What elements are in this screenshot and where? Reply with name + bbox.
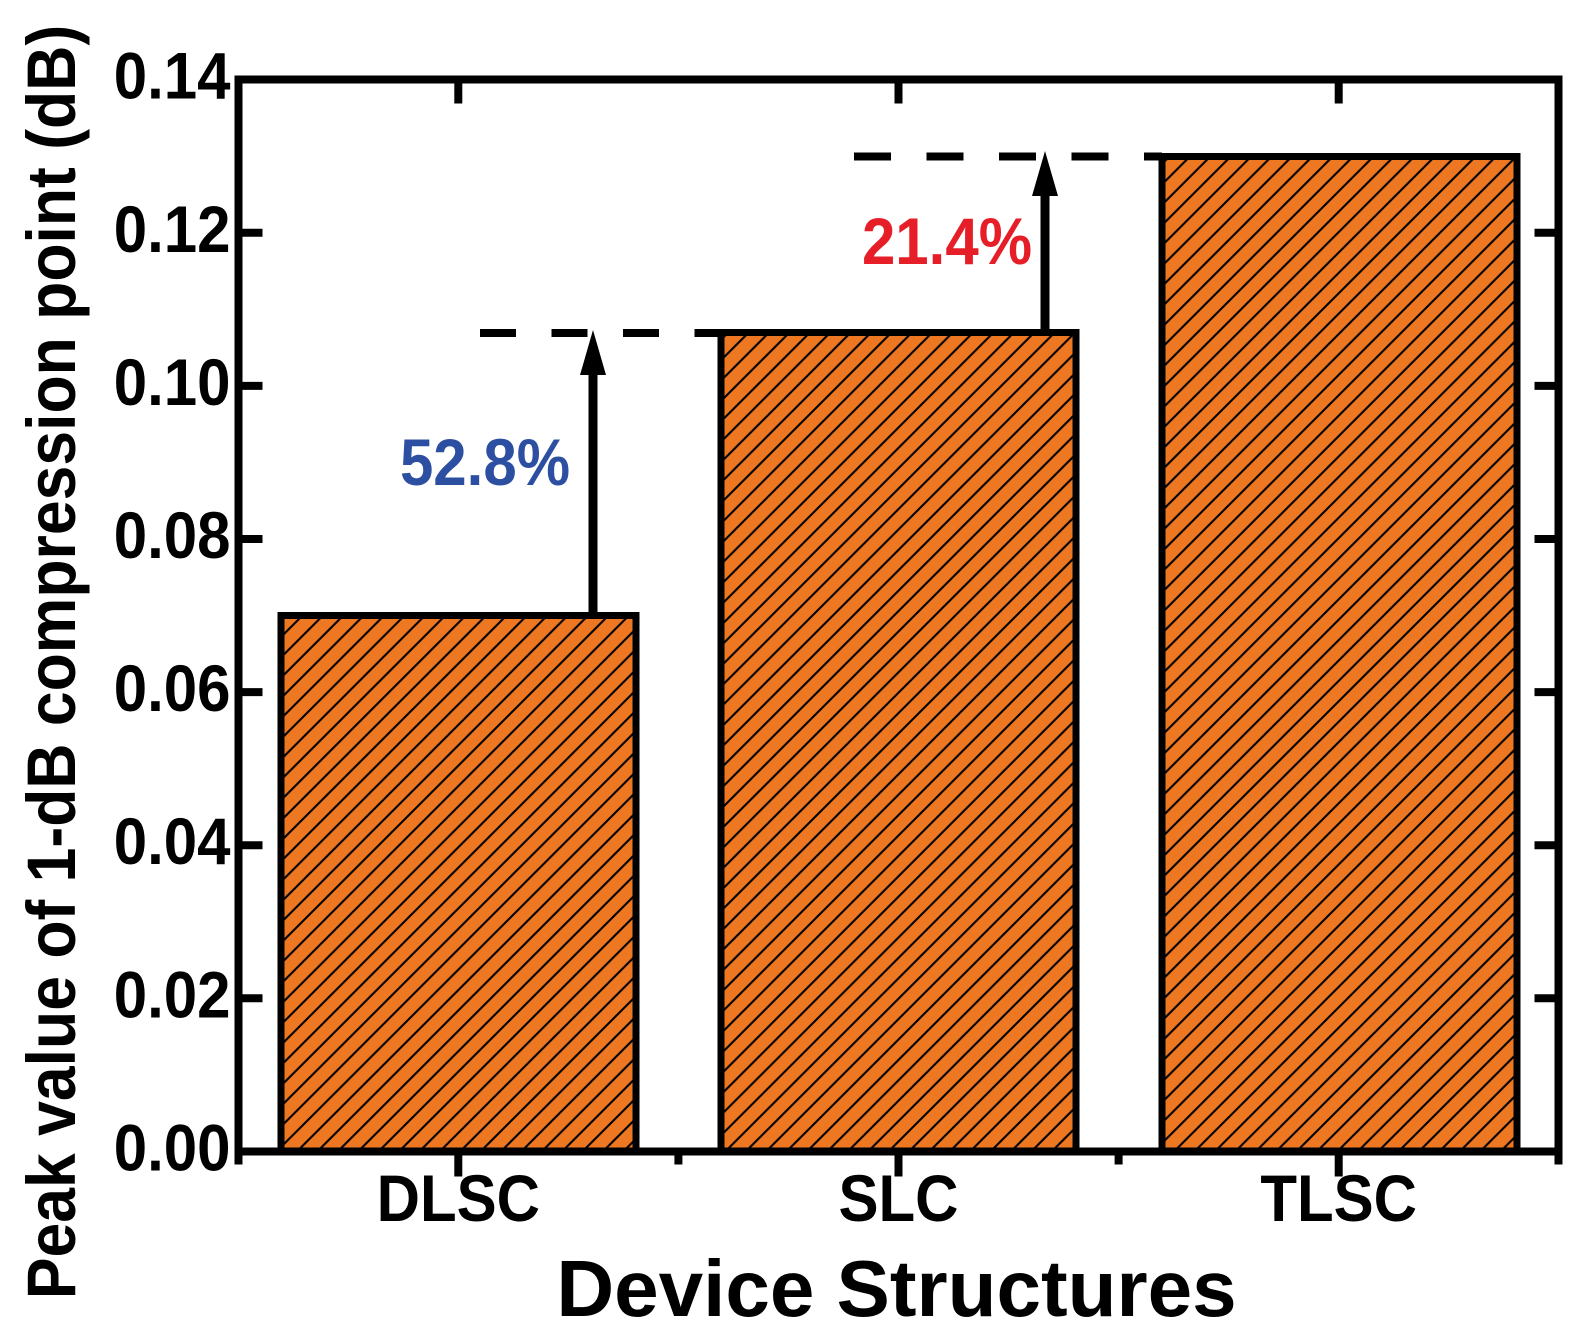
- svg-text:0.12: 0.12: [114, 193, 231, 266]
- svg-text:0.00: 0.00: [114, 1112, 231, 1185]
- svg-text:TLSC: TLSC: [1260, 1162, 1417, 1235]
- svg-text:DLSC: DLSC: [377, 1162, 540, 1235]
- svg-text:Device Structures: Device Structures: [556, 1244, 1236, 1333]
- svg-text:SLC: SLC: [839, 1162, 959, 1235]
- svg-text:21.4%: 21.4%: [862, 205, 1032, 278]
- svg-text:0.14: 0.14: [114, 40, 231, 113]
- svg-text:0.10: 0.10: [114, 346, 231, 419]
- svg-text:0.06: 0.06: [114, 652, 231, 725]
- svg-text:52.8%: 52.8%: [400, 426, 570, 499]
- svg-text:0.02: 0.02: [114, 959, 231, 1032]
- svg-text:Peak value of 1-dB compression: Peak value of 1-dB compression point (dB…: [13, 25, 89, 1299]
- svg-text:0.04: 0.04: [114, 806, 231, 879]
- svg-text:0.08: 0.08: [114, 499, 231, 572]
